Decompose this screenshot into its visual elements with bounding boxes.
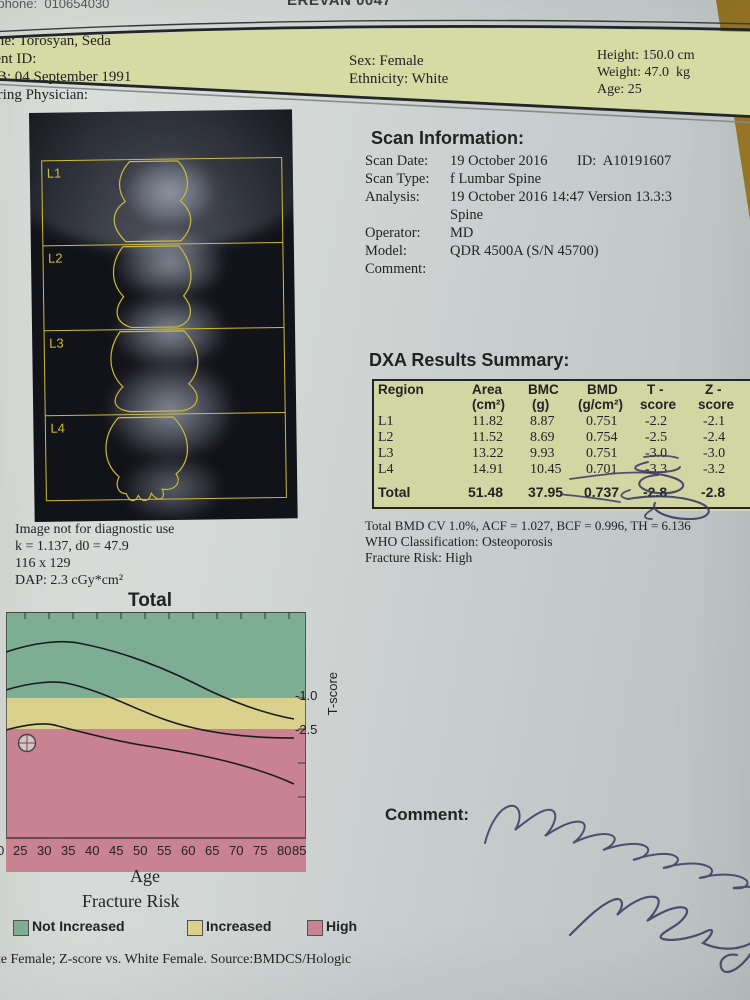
svg-text:L3: L3 [49, 336, 64, 351]
svg-text:L1: L1 [47, 166, 62, 181]
svg-text:L2: L2 [48, 251, 63, 266]
svg-text:L4: L4 [50, 421, 65, 436]
